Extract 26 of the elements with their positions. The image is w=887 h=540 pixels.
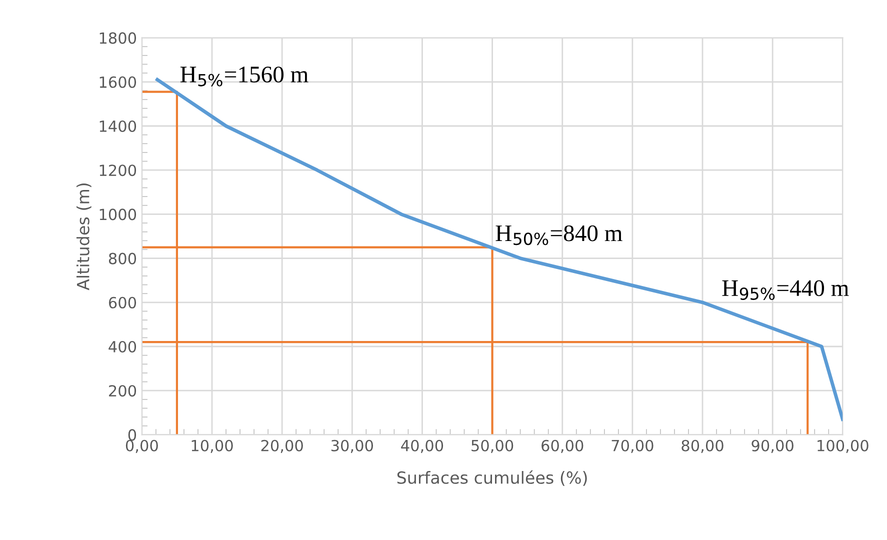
- x-tick-label: 70,00: [612, 440, 654, 453]
- x-tick-label: 10,00: [192, 440, 233, 453]
- annotation: H$_{95%}$=440 m: [722, 280, 849, 300]
- annotation: H$_{5%}$=1560 m: [180, 66, 308, 86]
- y-axis-title: Altitudes (m): [76, 184, 92, 290]
- y-tick-label: 200: [109, 385, 136, 397]
- y-tick-label: 0: [128, 429, 136, 441]
- y-tick-label: 1400: [100, 120, 136, 132]
- x-tick-label: 20,00: [261, 440, 303, 453]
- x-tick-label: 50,00: [472, 440, 514, 453]
- y-tick-label: 1200: [100, 164, 136, 176]
- x-tick-label: 40,00: [401, 440, 444, 453]
- x-tick-label: 90,00: [752, 440, 794, 453]
- annotation: H$_{50%}$=840 m: [496, 225, 622, 246]
- y-tick-label: 1800: [100, 32, 136, 44]
- x-tick-label: 100,00: [818, 440, 868, 453]
- x-axis-title: Surfaces cumulées (%): [397, 470, 587, 486]
- y-tick-label: 600: [108, 296, 136, 308]
- y-tick-label: 1600: [100, 76, 136, 88]
- x-tick-label: 0,00: [126, 440, 158, 453]
- y-tick-label: 400: [108, 340, 136, 353]
- x-tick-label: 30,00: [331, 440, 373, 453]
- y-tick-label: 1000: [100, 208, 136, 220]
- y-tick-label: 800: [108, 252, 136, 264]
- x-tick-label: 80,00: [682, 440, 724, 453]
- x-tick-label: 60,00: [542, 440, 584, 453]
